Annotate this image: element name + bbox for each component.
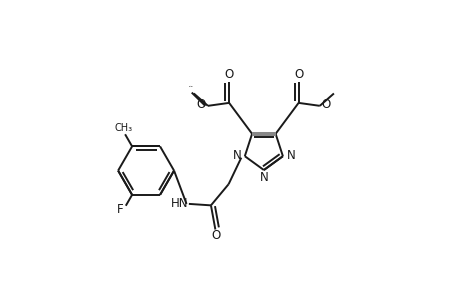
Text: O: O (293, 68, 302, 81)
Text: N: N (259, 172, 268, 184)
Text: O: O (196, 98, 206, 111)
Text: HN: HN (171, 196, 188, 209)
Text: O: O (321, 98, 330, 111)
Text: O: O (224, 68, 233, 81)
Text: N: N (286, 149, 295, 162)
Text: methyl: methyl (189, 86, 193, 87)
Text: O: O (191, 85, 192, 87)
Text: CH₃: CH₃ (114, 123, 132, 133)
Text: N: N (233, 149, 241, 162)
Text: F: F (117, 203, 123, 216)
Text: O: O (211, 230, 220, 242)
